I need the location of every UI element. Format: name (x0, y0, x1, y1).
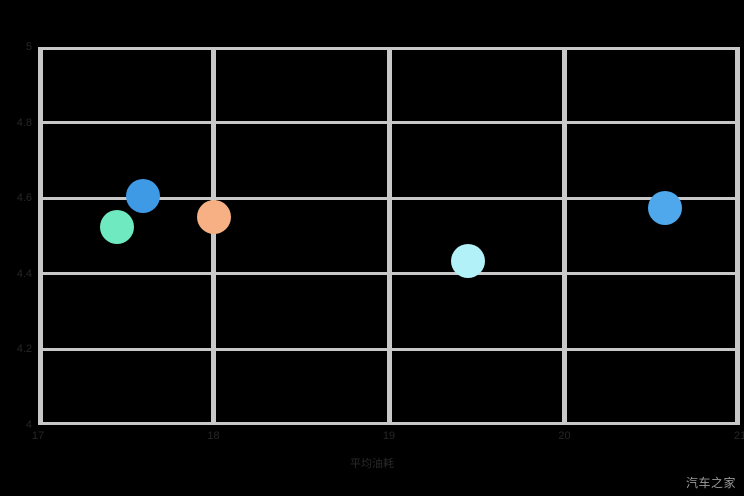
y-tick-label: 4 (25, 419, 32, 431)
watermark-autohome: 汽车之家 (685, 476, 736, 490)
y-tick-label: 4.6 (16, 192, 32, 205)
gridline-horizontal (38, 196, 740, 200)
x-axis-title: 平均油耗 (350, 458, 394, 470)
x-tick-label: 18 (207, 430, 220, 442)
x-tick-label: 17 (31, 430, 45, 442)
gridline-vertical (386, 47, 392, 425)
x-tick-label: 19 (382, 430, 396, 442)
x-tick-label: 21 (733, 430, 744, 442)
gridline-horizontal (38, 272, 740, 276)
gridline-vertical (562, 47, 567, 425)
data-point[interactable] (126, 179, 161, 214)
gridline-horizontal (38, 347, 740, 351)
x-tick-label: 20 (558, 430, 571, 442)
data-point[interactable] (647, 190, 682, 225)
y-tick-label: 4.4 (16, 267, 32, 280)
data-point[interactable] (450, 243, 485, 278)
gridline-vertical (211, 47, 216, 425)
data-point[interactable] (99, 209, 134, 244)
y-axis-line (38, 47, 43, 425)
y-tick-label: 4.8 (16, 116, 32, 129)
y-tick-label: 5 (25, 41, 32, 53)
data-point[interactable] (196, 200, 231, 235)
gridline-horizontal (38, 121, 740, 125)
y-tick-label: 4.2 (16, 343, 32, 356)
plot-border-right (735, 47, 740, 425)
plot-area (38, 47, 740, 425)
